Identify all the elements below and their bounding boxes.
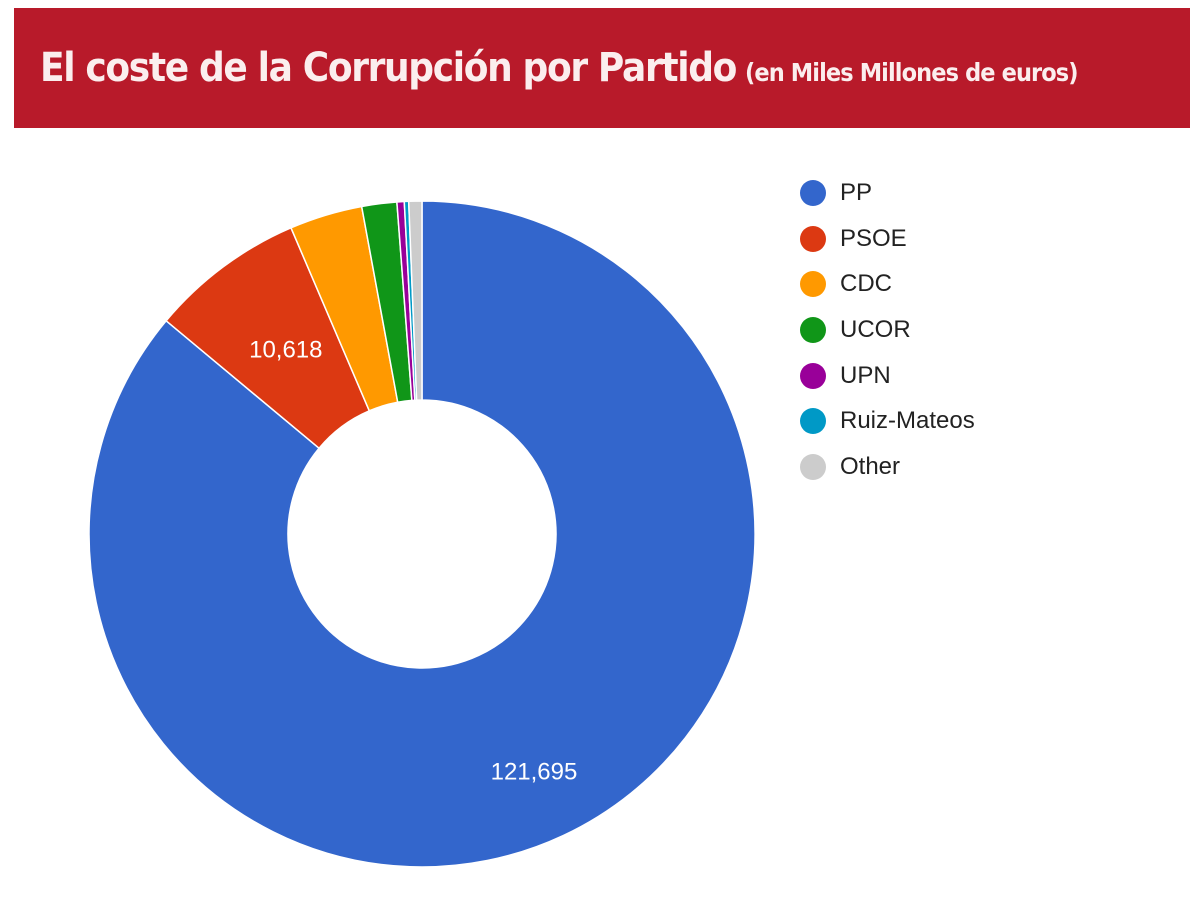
legend-swatch: [800, 408, 826, 435]
legend-swatch: [800, 225, 826, 252]
slice-label-psoe: 10,618: [249, 336, 322, 363]
legend-swatch: [800, 271, 826, 298]
legend-label: Other: [840, 452, 901, 480]
legend-label: PP: [840, 178, 873, 206]
legend-item-other[interactable]: Other: [800, 444, 1120, 490]
legend-label: PSOE: [840, 224, 907, 252]
legend-item-psoe[interactable]: PSOE: [800, 216, 1120, 262]
slice-pp[interactable]: [88, 200, 756, 868]
legend-swatch: [800, 453, 826, 480]
chart-subtitle: (en Miles Millones de euros): [744, 58, 1079, 87]
chart-legend: PP PSOE CDC UCOR UPN Ruiz-Mateos Other: [800, 170, 1120, 490]
legend-label: UCOR: [840, 315, 911, 343]
legend-item-cdc[interactable]: CDC: [800, 261, 1120, 307]
title-banner: El coste de la Corrupción por Partido (en…: [14, 8, 1190, 128]
chart-title-text: El coste de la Corrupción por Partido: [40, 45, 737, 91]
slice-labels: 121,695 10,618: [249, 336, 577, 785]
legend-swatch: [800, 316, 826, 343]
chart-title: El coste de la Corrupción por Partido (en…: [40, 45, 1079, 91]
legend-swatch: [800, 179, 826, 206]
legend-item-ruiz-mateos[interactable]: Ruiz-Mateos: [800, 398, 1120, 444]
slice-label-pp: 121,695: [491, 758, 578, 785]
legend-label: UPN: [840, 361, 891, 389]
legend-item-pp[interactable]: PP: [800, 170, 1120, 216]
legend-item-ucor[interactable]: UCOR: [800, 307, 1120, 353]
donut-slices: [88, 200, 756, 868]
slice-other[interactable]: [407, 200, 423, 401]
legend-swatch: [800, 362, 826, 389]
legend-label: Ruiz-Mateos: [840, 407, 975, 435]
legend-item-upn[interactable]: UPN: [800, 353, 1120, 399]
legend-label: CDC: [840, 270, 892, 298]
